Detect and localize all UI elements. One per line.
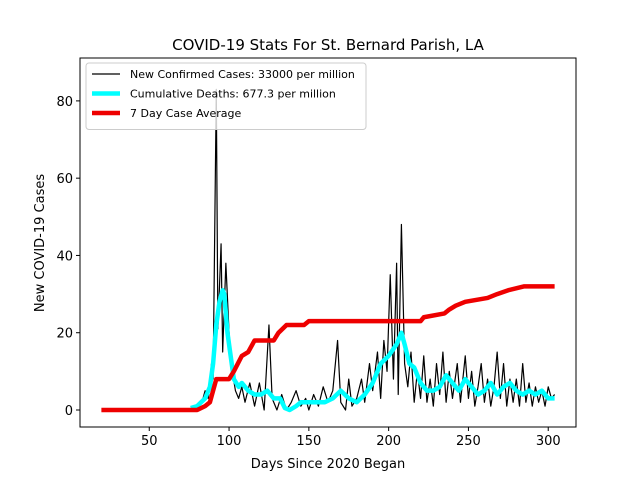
x-tick-label: 250	[456, 434, 481, 449]
legend: New Confirmed Cases: 33000 per million Cu…	[85, 62, 367, 130]
x-axis-label: Days Since 2020 Began	[251, 457, 406, 472]
line-series	[101, 284, 555, 413]
y-tick-label: 60	[56, 172, 73, 187]
x-tick-label: 50	[141, 434, 158, 449]
plot-frame	[79, 57, 577, 428]
y-tick-label: 80	[56, 95, 73, 110]
x-tick-label: 100	[217, 434, 242, 449]
line-series	[190, 287, 555, 413]
legend-label: 7 Day Case Average	[130, 107, 242, 120]
line-series	[190, 88, 556, 411]
y-tick-label: 0	[65, 404, 73, 419]
legend-label: Cumulative Deaths: 677.3 per million	[130, 88, 336, 101]
y-axis-label: New COVID-19 Cases	[33, 174, 48, 312]
chart-title: COVID-19 Stats For St. Bernard Parish, L…	[172, 36, 484, 54]
legend-label: New Confirmed Cases: 33000 per million	[130, 68, 355, 81]
x-tick-label: 200	[376, 434, 401, 449]
legend-box	[85, 62, 367, 130]
y-tick-label: 40	[56, 249, 73, 264]
y-tick-label: 20	[56, 327, 73, 342]
x-tick-label: 300	[536, 434, 561, 449]
x-tick-label: 150	[296, 434, 321, 449]
